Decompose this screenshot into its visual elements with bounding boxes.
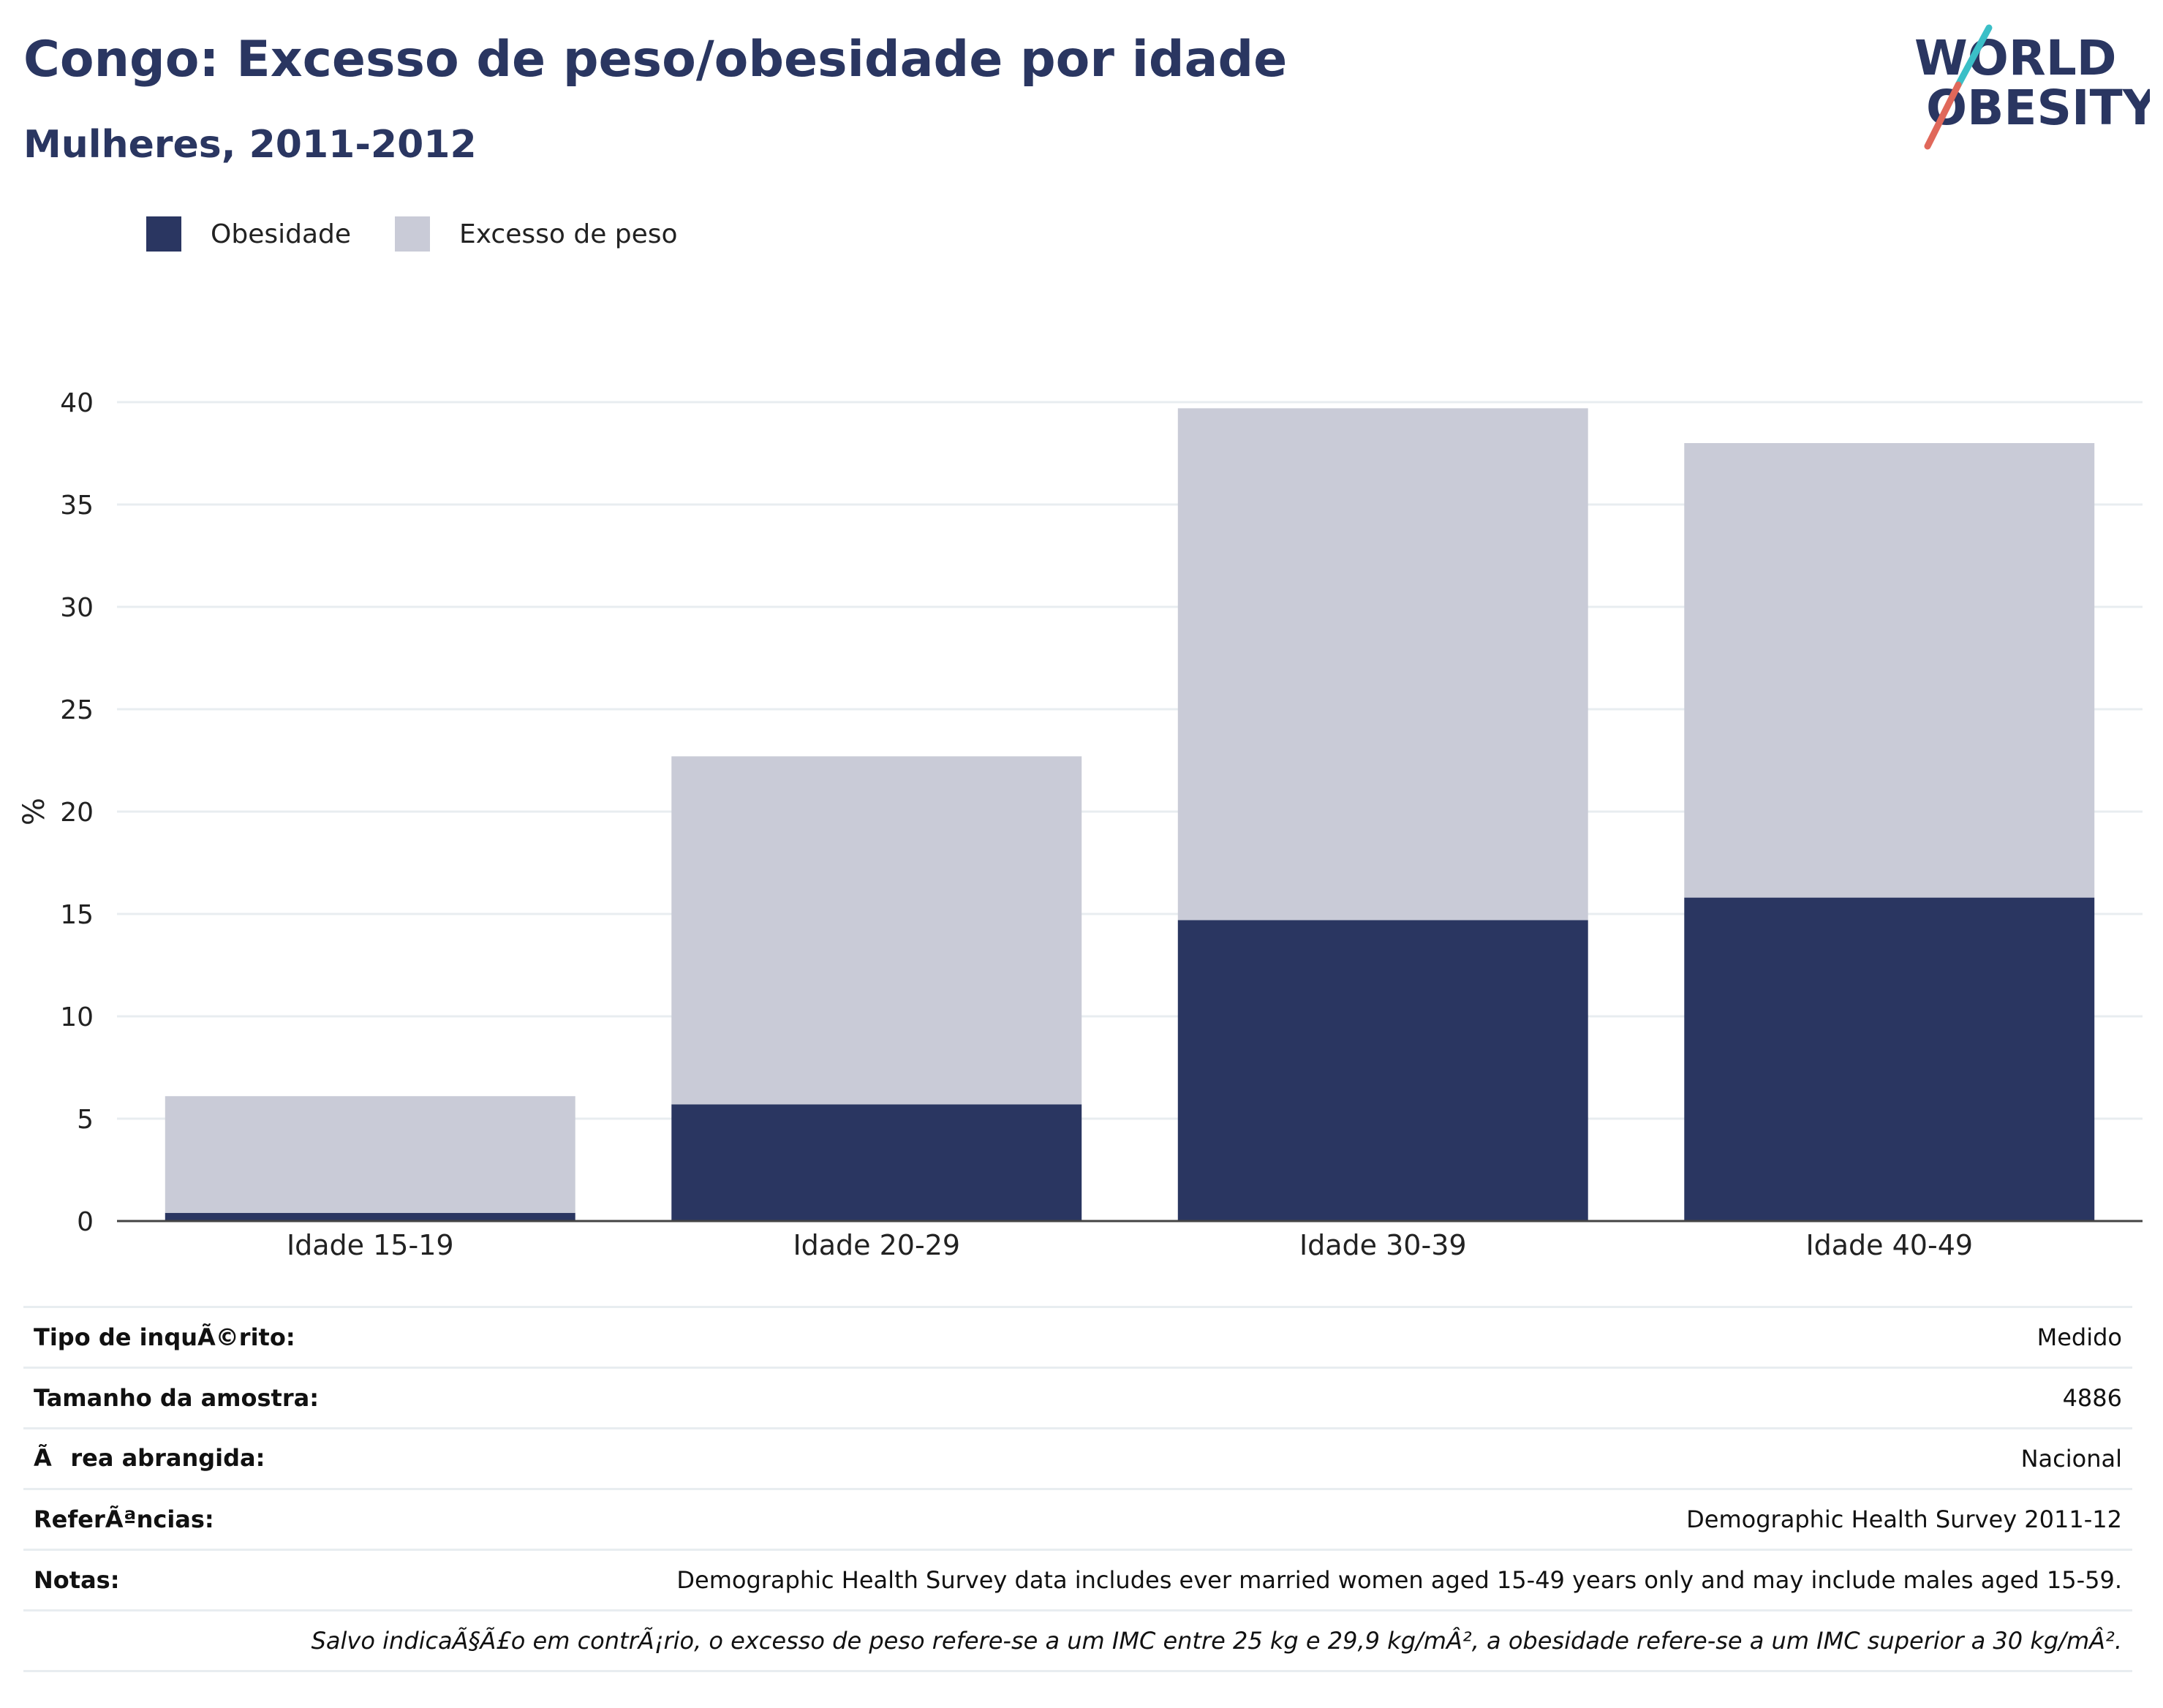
world-obesity-logo: WORLD OBESITY [1914,24,2150,150]
y-tick-label: 10 [60,1002,94,1032]
y-tick-label: 0 [77,1207,94,1237]
y-tick-label: 5 [77,1105,94,1135]
legend-label-obesity: Obesidade [211,219,352,249]
bar-overweight [1684,443,2095,898]
y-tick-label: 15 [60,900,94,930]
legend-label-overweight: Excesso de peso [459,219,678,249]
logo-coral-stroke [1924,81,1962,150]
logo-teal-stroke [1955,24,1993,88]
bar-overweight [671,756,1082,1105]
x-tick-label: Idade 20-29 [793,1229,960,1261]
bar-obesity [1684,897,2095,1221]
chart-title: Congo: Excesso de peso/obesidade por ida… [23,31,1288,88]
bar-chart: 0 5 10 15 20 25 30 35 40% Idade 15-19 Idade 20-29 I… [18,388,2143,1261]
chart-subtitle: Mulheres, 2011-2012 [23,123,477,167]
info-row-footnote: Salvo indicaÃ§Ã£o em contrÃ¡rio, o exces… [23,1609,2132,1672]
info-row-survey-type: Tipo de inquÃ©rito: Medido [23,1306,2132,1368]
y-tick-label: 35 [60,491,94,521]
info-row-area: Ãrea abrangida: Nacional [23,1427,2132,1489]
y-axis-label: % [18,798,51,825]
x-tick-label: Idade 15-19 [287,1229,454,1261]
bar-overweight [165,1096,575,1213]
logo-text-obesity: OBESITY [1926,80,2150,136]
bar-obesity [1177,920,1588,1221]
info-row-notes: Notas: Demographic Health Survey data in… [23,1549,2132,1611]
bar-obesity [671,1104,1082,1221]
info-value: Demographic Health Survey data includes … [409,1549,2132,1611]
y-tick-label: 40 [60,388,94,418]
y-tick-label: 25 [60,695,94,725]
info-value: Medido [409,1306,2132,1368]
logo-text-world: WORLD [1914,30,2117,86]
legend-item-overweight[interactable]: Excesso de peso [395,216,678,252]
bar-obesity [165,1212,575,1221]
info-label: Tipo de inquÃ©rito: [23,1306,409,1368]
bar-overweight [1177,408,1588,921]
info-value: 4886 [409,1367,2132,1429]
info-label: Notas: [23,1549,409,1611]
y-tick-label: 20 [60,798,94,828]
y-tick-label: 30 [60,593,94,623]
info-row-sample-size: Tamanho da amostra: 4886 [23,1367,2132,1429]
legend: Obesidade Excesso de peso [146,216,722,252]
info-row-references: ReferÃªncias: Demographic Health Survey … [23,1488,2132,1550]
info-label: Ãrea abrangida: [23,1427,409,1489]
legend-item-obesity[interactable]: Obesidade [146,216,351,252]
info-value: Demographic Health Survey 2011-12 [409,1488,2132,1550]
info-label: Tamanho da amostra: [23,1367,409,1429]
x-tick-label: Idade 40-49 [1805,1229,1973,1261]
info-value: Nacional [409,1427,2132,1489]
info-footnote: Salvo indicaÃ§Ã£o em contrÃ¡rio, o exces… [23,1609,2132,1672]
x-tick-label: Idade 30-39 [1299,1229,1467,1261]
legend-swatch-obesity [146,216,181,252]
legend-swatch-overweight [395,216,431,252]
info-label: ReferÃªncias: [23,1488,409,1550]
info-table: Tipo de inquÃ©rito: Medido Tamanho da am… [23,1306,2132,1672]
